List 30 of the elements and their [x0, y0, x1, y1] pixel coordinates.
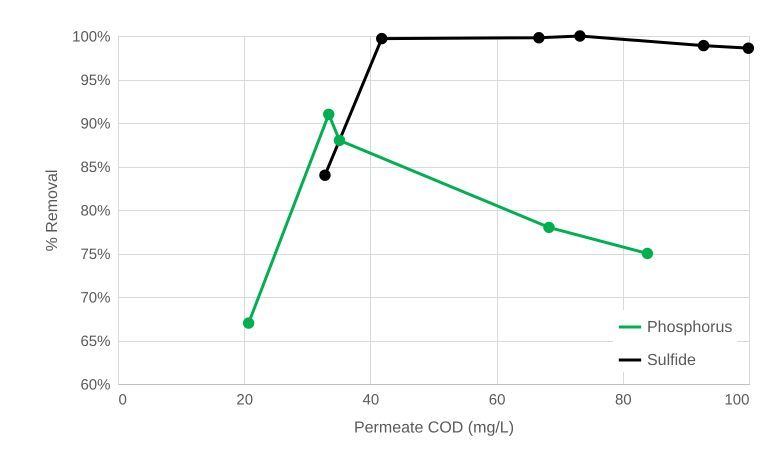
- x-tick-label: 100: [724, 392, 750, 408]
- point: [242, 317, 254, 329]
- y-tick-label: 80%: [80, 202, 110, 220]
- x-tick-label: 0: [118, 392, 127, 408]
- y-tick-label: 75%: [80, 246, 110, 263]
- legend-label: Sulfide: [647, 352, 696, 369]
- y-tick-label: 100%: [72, 28, 110, 46]
- x-tick-label: 80: [614, 392, 632, 408]
- point: [742, 42, 754, 54]
- point: [323, 108, 334, 120]
- x-axis-title: Permeate COD (mg/L): [354, 420, 514, 436]
- y-tick-label: 85%: [80, 159, 110, 176]
- y-tick-label: 95%: [80, 72, 110, 89]
- y-tick-label: 60%: [80, 376, 110, 394]
- point: [533, 32, 545, 44]
- point: [334, 134, 346, 146]
- point: [543, 222, 555, 234]
- point: [698, 40, 710, 52]
- y-axis-title: % Removal: [44, 170, 62, 252]
- y-tick-label: 65%: [80, 333, 110, 350]
- x-tick-label: 60: [488, 392, 506, 408]
- point: [574, 30, 586, 42]
- legend-label: Phosphorus: [647, 319, 732, 336]
- point: [642, 248, 654, 260]
- point: [319, 170, 331, 181]
- point: [376, 32, 388, 44]
- x-tick-label: 20: [236, 392, 254, 408]
- y-tick-label: 70%: [80, 290, 110, 306]
- y-tick-label: 90%: [80, 116, 110, 132]
- x-tick-label: 40: [362, 392, 380, 408]
